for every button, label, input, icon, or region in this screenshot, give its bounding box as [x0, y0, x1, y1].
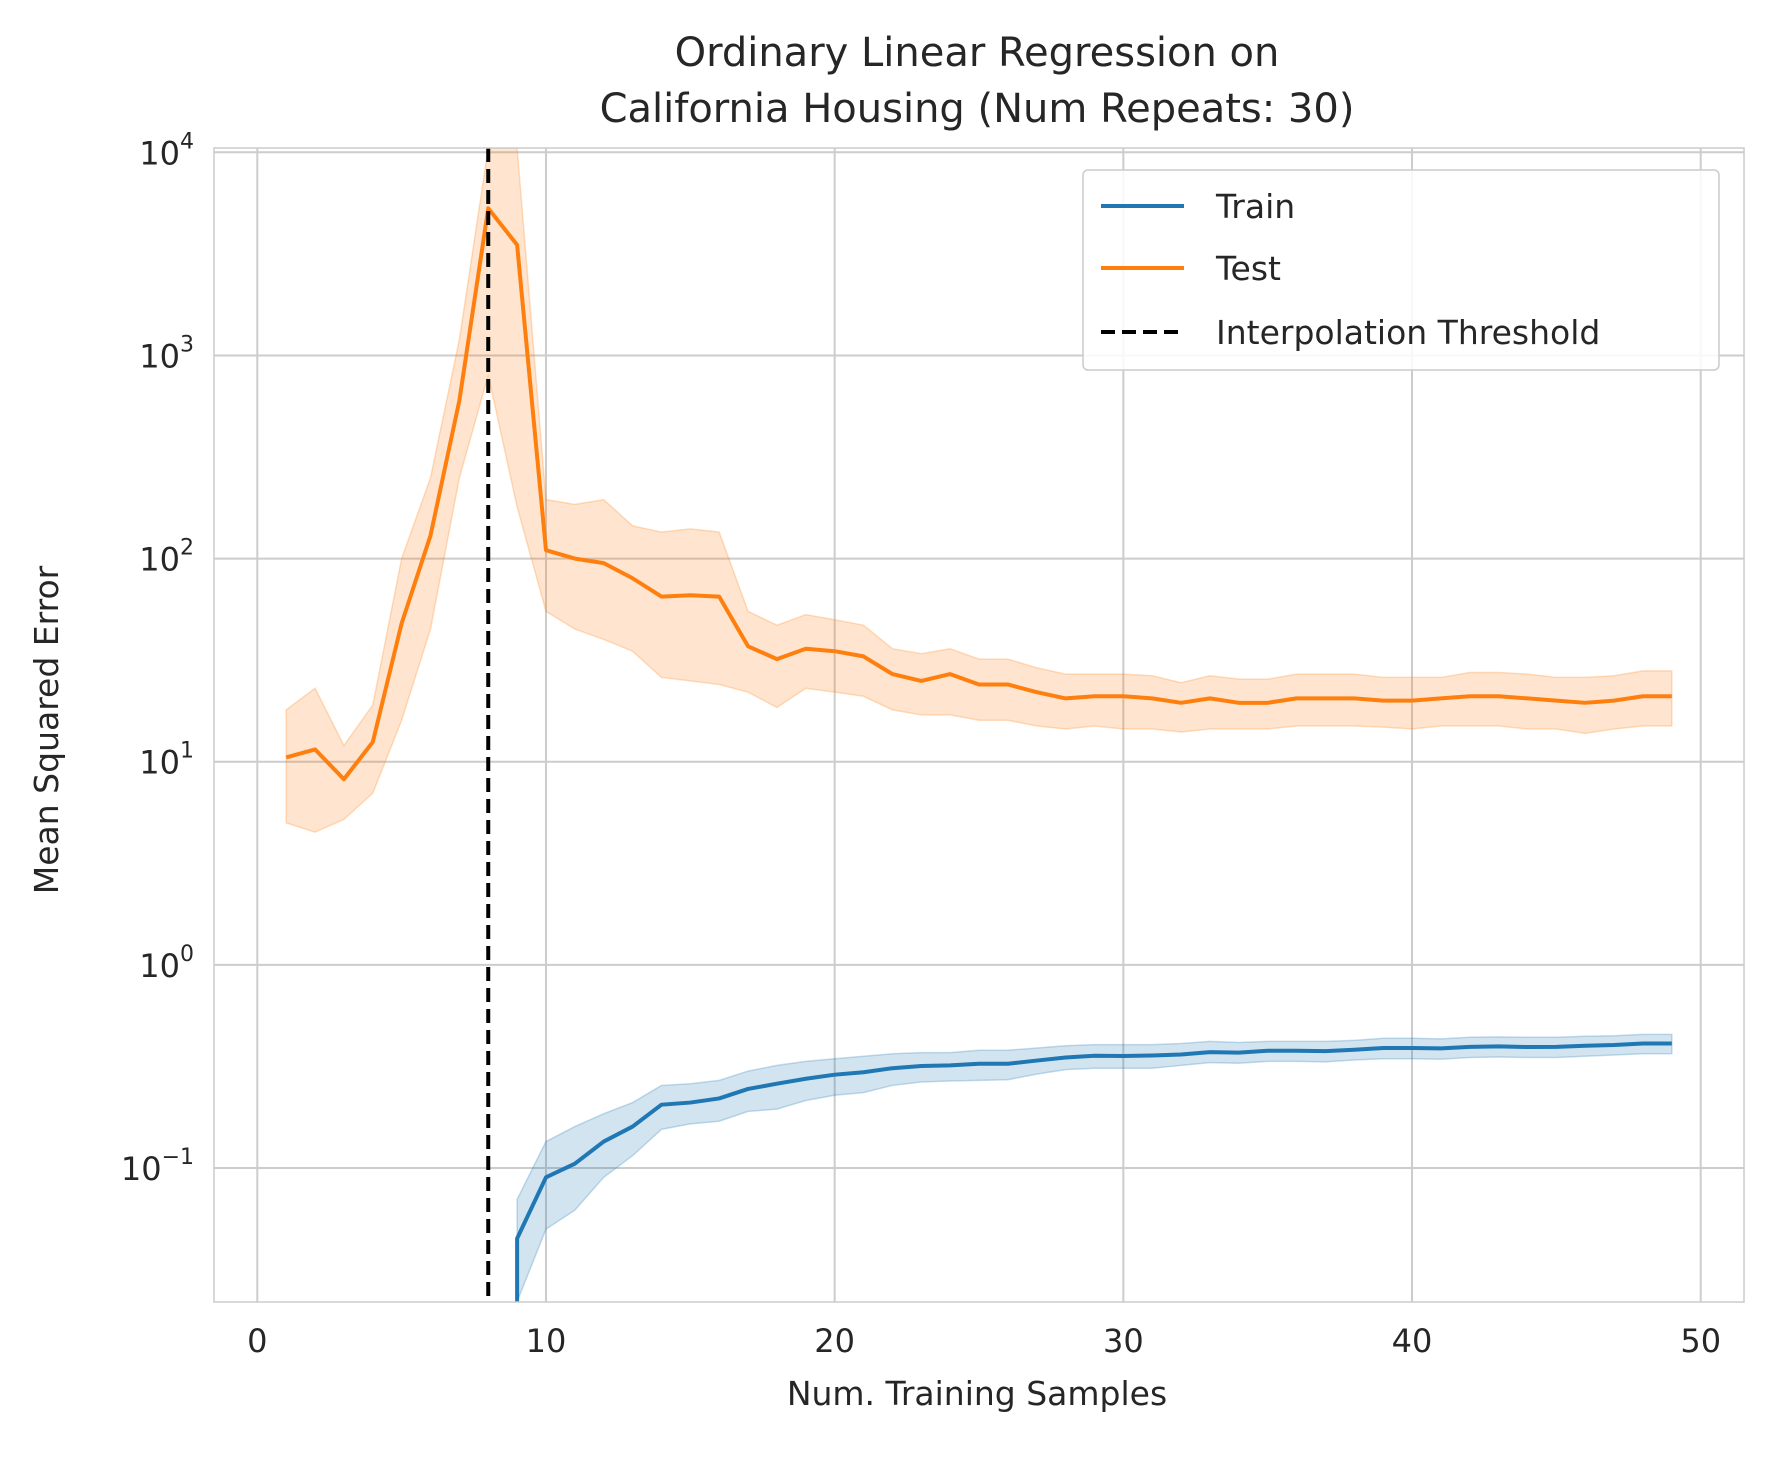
y-tick-label: 100: [139, 942, 194, 985]
chart-title-line-2: California Housing (Num Repeats: 30): [600, 86, 1355, 132]
legend-label-train: Train: [1215, 187, 1295, 226]
y-axis-label: Mean Squared Error: [27, 565, 66, 894]
legend-label-threshold: Interpolation Threshold: [1216, 313, 1600, 352]
x-tick-labels: 0 10 20 30 40 50: [247, 1322, 1721, 1360]
confidence-bands: [285, 148, 1673, 1302]
chart-title-line-1: Ordinary Linear Regression on: [675, 30, 1280, 76]
x-axis-label: Num. Training Samples: [787, 1374, 1167, 1413]
x-tick-label: 10: [526, 1322, 567, 1360]
series-lines: [285, 206, 1672, 1302]
y-tick-label: 104: [139, 129, 194, 172]
x-tick-label: 40: [1392, 1322, 1433, 1360]
x-tick-label: 30: [1103, 1322, 1144, 1360]
train-line: [515, 1041, 1672, 1302]
legend-box: [1082, 169, 1720, 371]
y-tick-labels: 10−1 100 101 102 103 104: [121, 129, 194, 1188]
test-line: [285, 206, 1672, 782]
y-tick-label: 103: [139, 332, 194, 375]
x-tick-label: 50: [1680, 1322, 1721, 1360]
plot-frame: [213, 147, 1745, 1303]
y-tick-label: 102: [139, 536, 194, 579]
y-tick-label: 10−1: [121, 1145, 194, 1188]
x-tick-label: 20: [814, 1322, 855, 1360]
legend: Train Test Interpolation Threshold: [1082, 169, 1720, 371]
legend-label-test: Test: [1215, 249, 1281, 288]
train-confidence-band: [516, 1033, 1673, 1302]
x-tick-label: 0: [247, 1322, 267, 1360]
test-confidence-band: [285, 148, 1673, 833]
y-tick-label: 101: [139, 739, 194, 782]
